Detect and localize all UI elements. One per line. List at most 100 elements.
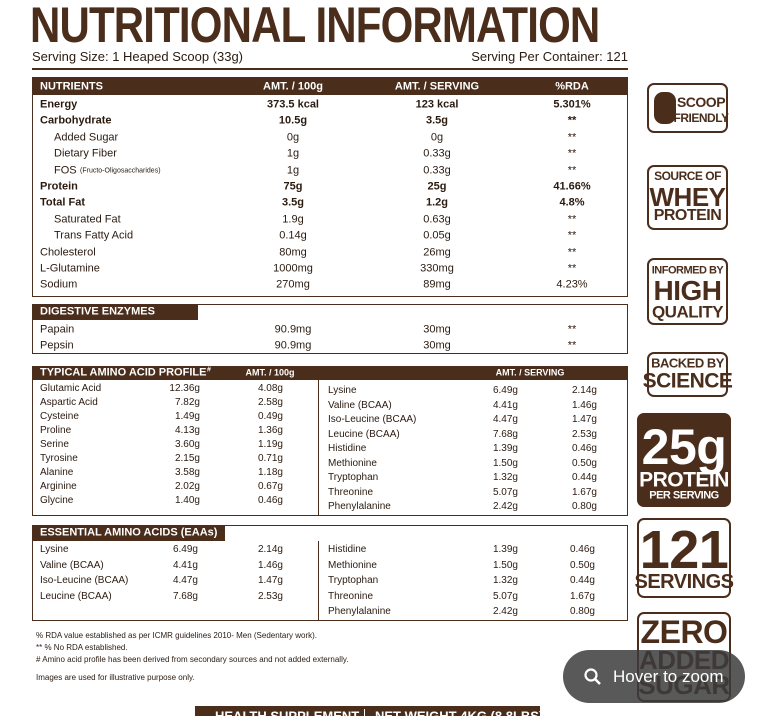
amino-cell: Serine <box>40 439 69 450</box>
amino-cell: Alanine <box>40 467 74 478</box>
nutrients-header: AMT. / 100g <box>263 80 323 93</box>
amino-cell: Iso-Leucine (BCAA) <box>328 414 417 425</box>
amino-cell: 2.53g <box>257 590 283 602</box>
amino-cell: 0.50g <box>571 457 597 469</box>
footnote: # Amino acid profile has been derived fr… <box>36 655 349 664</box>
nutrient-value: 4.23% <box>556 278 588 291</box>
nutrient-value: 0.63g <box>423 213 451 226</box>
nutrient-value: ** <box>567 164 577 177</box>
nutrient-value: 0.14g <box>279 229 307 242</box>
amino-header: AMT. / 100g <box>245 367 295 378</box>
amino-cell: 1.39g <box>492 544 518 555</box>
nutrient-value: ** <box>567 114 577 127</box>
amino-cell: Histidine <box>328 443 367 454</box>
amino-cell: 4.47g <box>172 575 198 586</box>
badge-text: INFORMED BY <box>651 264 724 277</box>
amino-cell: 3.60g <box>174 439 200 450</box>
servings-per-container: Serving Per Container: 121 <box>471 49 628 64</box>
amino-cell: 0.71g <box>257 453 283 464</box>
amino-cell: 1.67g <box>569 590 595 602</box>
nutrient-value: 75g <box>283 180 303 193</box>
title: NUTRITIONAL INFORMATION <box>30 0 600 53</box>
amino-cell: Methionine <box>328 457 377 469</box>
nutrient-name: Cholesterol <box>40 246 96 259</box>
nutrient-value: 1000mg <box>273 262 313 275</box>
amino-cell: 0.80g <box>571 501 597 512</box>
nutrient-value: 0g <box>430 131 444 144</box>
bottom-separator <box>364 709 365 716</box>
amino-cell: 5.07g <box>492 590 518 602</box>
amino-cell: 1.40g <box>174 495 200 506</box>
amino-cell: Threonine <box>328 486 374 498</box>
amino-cell: Threonine <box>328 590 374 602</box>
footnote: ** % No RDA established. <box>36 643 128 652</box>
amino-cell: 1.47g <box>257 575 283 586</box>
amino-header-bar <box>32 366 628 380</box>
enzyme-cell: 30mg <box>423 339 451 352</box>
badge-text: PER SERVING <box>649 489 719 502</box>
amino-cell: 2.42g <box>492 501 518 512</box>
bottom-strip <box>195 706 540 716</box>
amino-cell: 0.44g <box>571 472 597 483</box>
badge <box>647 258 728 325</box>
amino-cell: Tryptophan <box>328 472 379 483</box>
amino-cell: 1.32g <box>492 575 518 586</box>
amino-cell: 3.58g <box>174 467 200 478</box>
amino-cell: Tryptophan <box>328 575 379 586</box>
amino-cell: 0.49g <box>257 411 283 422</box>
badge-text: PROTEIN <box>639 468 729 492</box>
nutrient-value: 1.2g <box>425 196 449 209</box>
amino-cell: 4.08g <box>257 383 283 394</box>
eaa-divider <box>318 541 319 621</box>
amino-cell: 1.19g <box>257 439 283 450</box>
amino-cell: 6.49g <box>492 385 518 396</box>
nutrient-value: 1.9g <box>282 213 304 226</box>
nutrient-name: Total Fat <box>40 196 86 209</box>
badge <box>637 518 731 598</box>
zoom-button[interactable]: Hover to zoom <box>563 650 745 703</box>
enzyme-cell: 90.9mg <box>274 339 312 352</box>
amino-cell: 1.46g <box>571 399 597 411</box>
footnote: % RDA value established as per ICMR guid… <box>36 631 318 640</box>
badge-text: SOURCE OF <box>654 169 721 183</box>
badge <box>637 413 731 507</box>
amino-cell: 1.50g <box>492 559 518 571</box>
badge-text: SCOOP <box>676 94 726 110</box>
nutrient-note: (Fructo-Oligosaccharides) <box>80 167 161 175</box>
amino-cell: 1.36g <box>257 425 283 436</box>
badge-text: WHEY <box>649 182 727 212</box>
amino-cell: Lysine <box>40 544 69 555</box>
amino-cell: 2.53g <box>571 428 597 440</box>
amino-cell: Histidine <box>328 544 367 555</box>
nutrient-name: Carbohydrate <box>40 114 112 127</box>
nutrient-name: Protein <box>40 180 78 193</box>
amino-cell: 0.50g <box>569 559 595 571</box>
nutrients-box <box>32 77 628 297</box>
nutrient-value: 373.5 kcal <box>267 98 319 111</box>
eaa-box <box>32 525 628 621</box>
amino-cell: 2.14g <box>257 544 283 555</box>
enzyme-cell: 90.9mg <box>274 323 312 336</box>
nutrient-value: 89mg <box>423 278 451 291</box>
amino-cell: 1.67g <box>571 486 597 498</box>
amino-cell: Iso-Leucine (BCAA) <box>40 575 129 586</box>
amino-cell: 0.46g <box>569 544 595 555</box>
amino-title-mark: # <box>207 366 211 374</box>
nutrient-value: 3.5g <box>281 196 305 209</box>
nutrient-value: 0.05g <box>423 229 451 242</box>
amino-divider <box>318 380 319 516</box>
nutrient-value: 5.301% <box>553 98 591 111</box>
amino-cell: 1.18g <box>257 467 283 478</box>
amino-cell: Lysine <box>328 385 357 396</box>
amino-cell: 6.49g <box>172 544 198 555</box>
nutrient-name: Trans Fatty Acid <box>54 229 134 242</box>
badge-text: 25g <box>641 419 727 475</box>
amino-cell: 1.46g <box>257 559 283 571</box>
bottom-strip-text: HEALTH SUPPLEMENT <box>215 708 360 716</box>
amino-cell: Phenylalanine <box>328 606 391 617</box>
nutrients-header: AMT. / SERVING <box>394 80 480 93</box>
badge-text: SCIENCE <box>642 369 733 393</box>
nutrient-value: 0g <box>286 131 300 144</box>
nutrients-header: %RDA <box>555 80 589 93</box>
